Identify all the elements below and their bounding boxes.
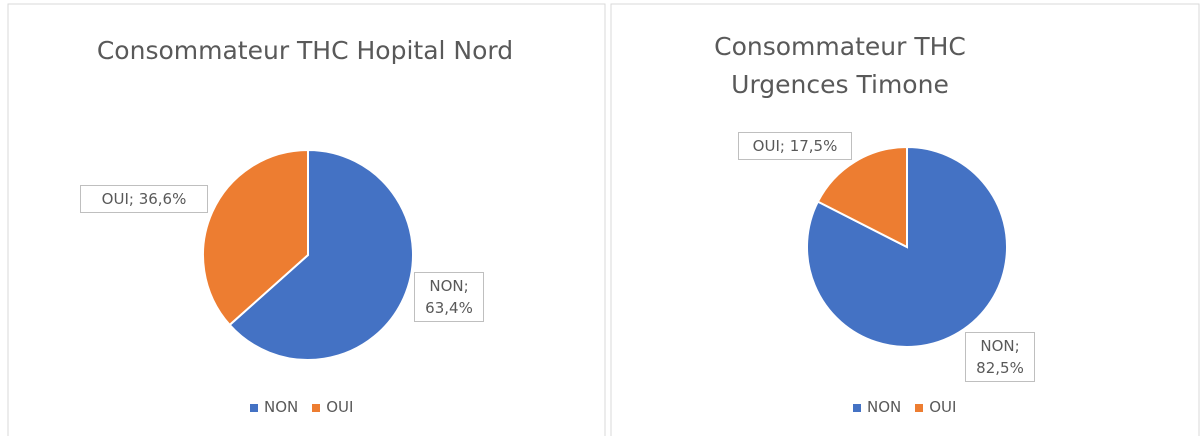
chart-title: Consommateur THC Urgences Timone xyxy=(714,32,966,99)
data-label: OUI; 17,5% xyxy=(738,132,852,160)
legend-item: NON xyxy=(853,398,901,416)
data-label: NON; 63,4% xyxy=(414,272,484,322)
pie-slice xyxy=(816,145,908,249)
legend-swatch xyxy=(250,403,258,412)
legend-label: OUI xyxy=(929,398,957,416)
data-label: OUI; 36,6% xyxy=(80,185,208,213)
pie-slice xyxy=(202,148,309,327)
legend-swatch xyxy=(853,403,861,412)
legend-item: OUI xyxy=(915,398,956,416)
legend-label: NON xyxy=(867,398,902,416)
legend-label: NON xyxy=(264,398,299,416)
legend: NON OUI xyxy=(853,398,956,416)
chart-title: Consommateur THC Hopital Nord xyxy=(96,36,514,65)
legend-item: OUI xyxy=(312,398,353,416)
legend-label: OUI xyxy=(326,398,354,416)
data-label: NON; 82,5% xyxy=(965,332,1035,382)
panel-border xyxy=(610,3,1200,436)
legend-swatch xyxy=(312,403,321,412)
legend-swatch xyxy=(915,403,924,412)
legend-item: NON xyxy=(250,398,298,416)
legend: NON OUI xyxy=(250,398,353,416)
pie-slice xyxy=(228,148,414,361)
panel-border xyxy=(7,3,606,436)
